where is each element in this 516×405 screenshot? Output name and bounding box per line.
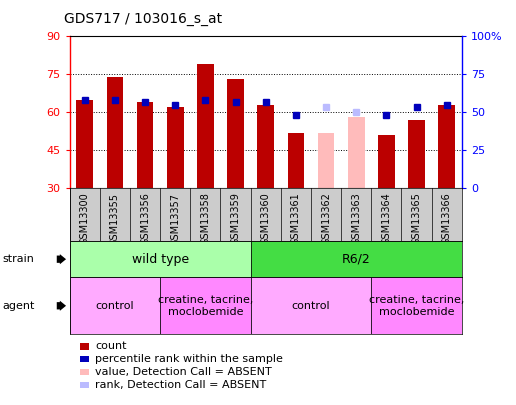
Bar [227,79,244,188]
Bar [251,277,372,334]
Text: R6/2: R6/2 [342,253,370,266]
Text: creatine, tacrine,
moclobemide: creatine, tacrine, moclobemide [369,295,464,317]
Bar [378,135,395,188]
Text: GSM13363: GSM13363 [351,192,361,245]
Text: count: count [95,341,127,351]
Bar [372,277,462,334]
Text: GSM13359: GSM13359 [231,192,240,245]
Text: creatine, tacrine,
moclobemide: creatine, tacrine, moclobemide [158,295,253,317]
Bar [408,120,425,188]
Text: strain: strain [3,254,35,264]
Text: GSM13360: GSM13360 [261,192,271,245]
Text: GSM13361: GSM13361 [291,192,301,245]
Bar [70,277,160,334]
Text: GSM13358: GSM13358 [200,192,211,245]
Bar [197,64,214,188]
Text: wild type: wild type [132,253,189,266]
Bar [107,77,123,188]
Text: GSM13357: GSM13357 [170,192,180,245]
Text: GSM13366: GSM13366 [442,192,452,245]
Text: GDS717 / 103016_s_at: GDS717 / 103016_s_at [64,12,222,26]
Text: GSM13356: GSM13356 [140,192,150,245]
Bar [257,105,274,188]
Text: GSM13365: GSM13365 [412,192,422,245]
Bar [137,102,153,188]
Bar [348,117,364,188]
Text: percentile rank within the sample: percentile rank within the sample [95,354,283,364]
Text: GSM13362: GSM13362 [321,192,331,245]
Text: agent: agent [3,301,35,311]
Bar [160,277,251,334]
Text: control: control [292,301,330,311]
Text: value, Detection Call = ABSENT: value, Detection Call = ABSENT [95,367,272,377]
Bar [318,133,334,188]
Text: rank, Detection Call = ABSENT: rank, Detection Call = ABSENT [95,380,267,390]
Bar [167,107,184,188]
Text: GSM13364: GSM13364 [381,192,392,245]
Bar [251,241,462,277]
Text: control: control [95,301,134,311]
Bar [439,105,455,188]
Text: GSM13355: GSM13355 [110,192,120,245]
Bar [287,133,304,188]
Text: GSM13300: GSM13300 [80,192,90,245]
Bar [70,241,251,277]
Bar [76,100,93,188]
